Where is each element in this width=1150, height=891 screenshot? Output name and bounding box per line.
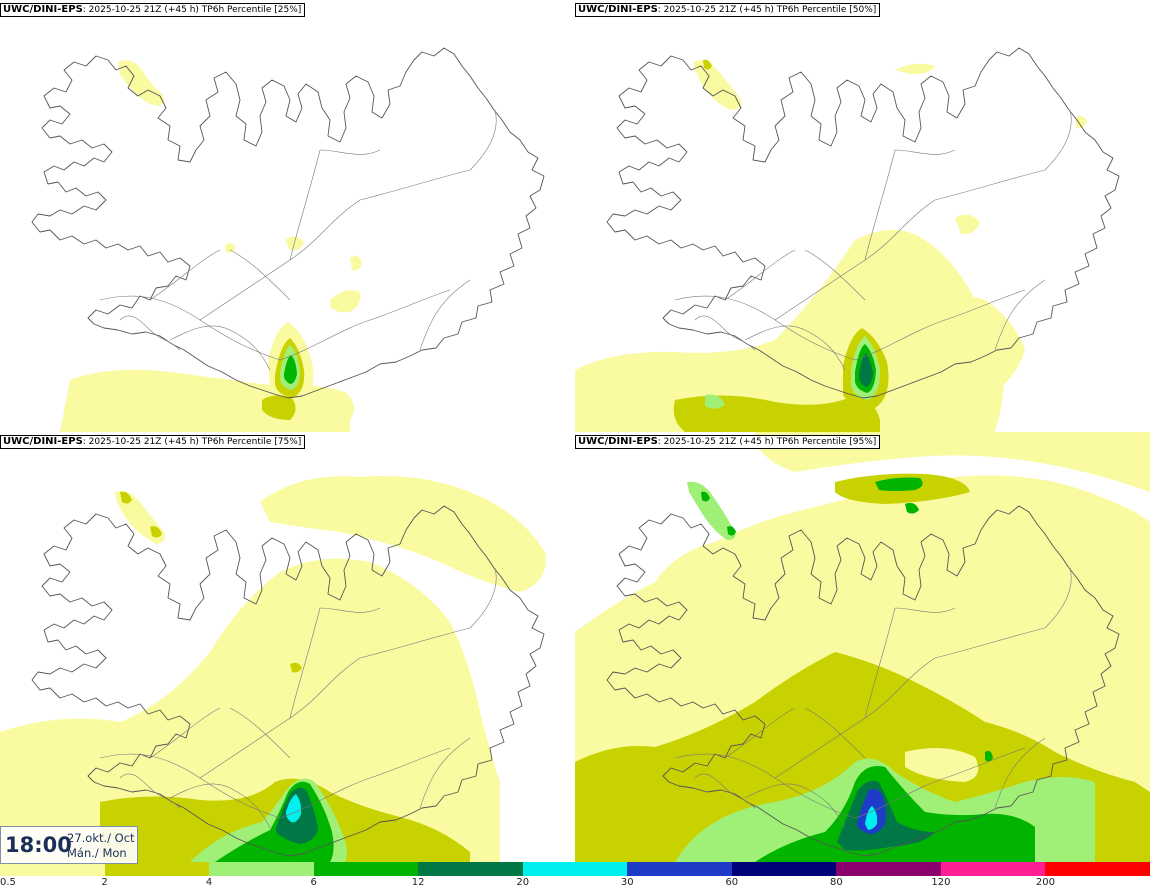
field-name: TP6h Percentile (776, 437, 847, 447)
legend-tick: 60 (725, 877, 739, 888)
precip-fill-p25 (60, 60, 362, 432)
valid-time-box: 18:00 27.okt./ Oct Mán./ Mon (0, 826, 138, 864)
panel-title-p75: UWC/DINI-EPS: 2025-10-25 21Z (+45 h) TP6… (0, 435, 306, 449)
field-name: TP6h Percentile (201, 437, 272, 447)
precip-map-p95 (575, 432, 1150, 862)
legend-tick-labels: 0.5 2 4 6 12 20 30 60 80 120 200 (0, 877, 1150, 891)
legend-swatch (731, 862, 837, 876)
model-source: UWC/DINI-EPS (578, 436, 658, 447)
legend-tick: 80 (829, 877, 843, 888)
lead-time: (+45 h) (164, 437, 199, 447)
legend-swatch (313, 862, 419, 876)
legend-swatch (627, 862, 732, 876)
run-time: : 2025-10-25 21Z (657, 5, 737, 15)
legend-swatch (418, 862, 523, 876)
legend-tick: 30 (620, 877, 634, 888)
legend-swatch (1045, 862, 1150, 876)
legend-tick: 12 (411, 877, 425, 888)
legend-tick: 200 (1035, 877, 1055, 888)
map-panel-p95: UWC/DINI-EPS: 2025-10-25 21Z (+45 h) TP6… (575, 432, 1150, 864)
precip-map-p50 (575, 47, 1120, 432)
panel-title-p25: UWC/DINI-EPS: 2025-10-25 21Z (+45 h) TP6… (0, 3, 306, 17)
legend-tick: 20 (516, 877, 530, 888)
model-source: UWC/DINI-EPS (3, 436, 83, 447)
model-source: UWC/DINI-EPS (3, 4, 83, 15)
precip-fill-p95 (575, 432, 1150, 862)
percentile-label: [75%] (274, 437, 302, 447)
valid-weekday: Mán./ Mon (67, 846, 127, 860)
lead-time: (+45 h) (739, 5, 774, 15)
percentile-label: [25%] (274, 5, 302, 15)
run-time: : 2025-10-25 21Z (657, 437, 737, 447)
legend-swatch (0, 862, 105, 876)
panel-title-p50: UWC/DINI-EPS: 2025-10-25 21Z (+45 h) TP6… (575, 3, 881, 17)
legend-swatch (940, 862, 1046, 876)
legend-tick: 0.5 (0, 877, 16, 888)
run-time: : 2025-10-25 21Z (82, 5, 162, 15)
color-legend: 0.5 2 4 6 12 20 30 60 80 120 200 (0, 862, 1150, 891)
valid-date: 27.okt./ Oct (67, 831, 135, 845)
legend-tick: 6 (310, 877, 317, 888)
model-source: UWC/DINI-EPS (578, 4, 658, 15)
legend-swatch (209, 862, 314, 876)
field-name: TP6h Percentile (201, 5, 272, 15)
lead-time: (+45 h) (739, 437, 774, 447)
map-panel-p50: UWC/DINI-EPS: 2025-10-25 21Z (+45 h) TP6… (575, 0, 1150, 432)
precip-map-p25 (31, 47, 545, 432)
precip-fill-p50 (575, 59, 1087, 432)
legend-swatch (104, 862, 210, 876)
map-panel-p75: UWC/DINI-EPS: 2025-10-25 21Z (+45 h) TP6… (0, 432, 575, 864)
legend-tick: 120 (931, 877, 951, 888)
legend-color-bar (0, 862, 1150, 876)
legend-swatch (836, 862, 941, 876)
legend-tick: 2 (101, 877, 108, 888)
legend-swatch (522, 862, 628, 876)
precip-map-p75 (0, 476, 546, 862)
percentile-label: [50%] (849, 5, 877, 15)
legend-tick: 4 (205, 877, 213, 888)
map-panel-p25: UWC/DINI-EPS: 2025-10-25 21Z (+45 h) TP6… (0, 0, 575, 432)
valid-hour: 18:00 (5, 833, 72, 857)
lead-time: (+45 h) (164, 5, 199, 15)
panel-title-p95: UWC/DINI-EPS: 2025-10-25 21Z (+45 h) TP6… (575, 435, 881, 449)
precip-fill-p75 (0, 476, 546, 862)
field-name: TP6h Percentile (776, 5, 847, 15)
run-time: : 2025-10-25 21Z (82, 437, 162, 447)
percentile-label: [95%] (849, 437, 877, 447)
